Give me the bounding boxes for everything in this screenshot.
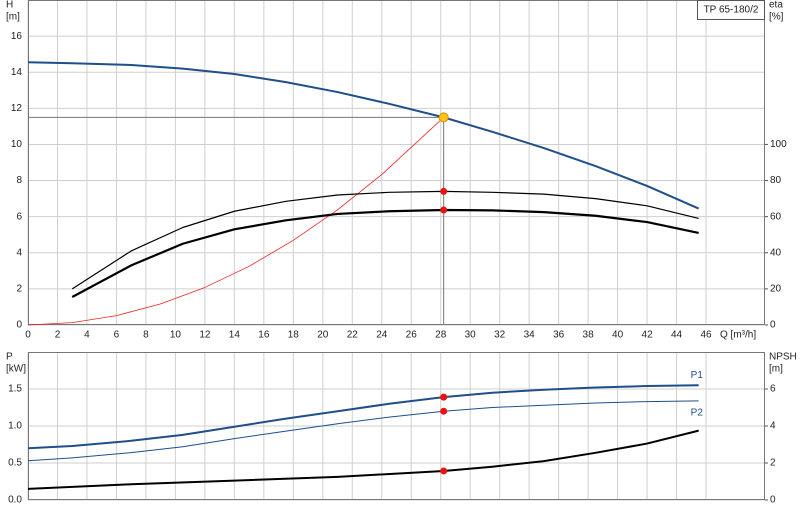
curve [71,190,699,290]
series-label: P2 [691,407,704,418]
x-tick-label: 24 [376,330,388,341]
x-tick-label: 10 [170,330,182,341]
operating-point [440,407,448,415]
operating-point [440,187,448,195]
x-tick-label: 32 [494,330,506,341]
x-tick-label: 12 [199,330,211,341]
curve [27,384,699,450]
y2-tick-label: 100 [770,139,787,150]
chart-title: TP 65-180/2 [704,5,759,16]
y-tick-label: 10 [11,139,23,150]
x-tick-label: 44 [671,330,683,341]
operating-point [438,112,449,123]
curve [27,400,699,462]
y2-tick-label: 60 [770,211,782,222]
operating-point [440,467,448,475]
x-tick-label: 28 [435,330,447,341]
y2-axis-label: [%] [769,12,784,23]
y2-tick-label: 6 [770,384,776,395]
x-tick-label: 0 [25,330,31,341]
y-tick-label: 1.0 [8,421,22,432]
title-box [697,0,765,20]
x-tick-label: 36 [553,330,565,341]
x-tick-label: 8 [143,330,149,341]
x-tick-label: 22 [347,330,359,341]
x-tick-label: 42 [642,330,654,341]
operating-point [440,393,448,401]
x-tick-label: 2 [55,330,61,341]
x-tick-label: 40 [612,330,624,341]
y-tick-label: 1.5 [8,384,22,395]
y2-axis-label: eta [769,0,783,11]
x-tick-label: 14 [229,330,241,341]
x-tick-label: 30 [465,330,477,341]
y-tick-label: 6 [16,211,22,222]
x-axis-label: Q [m³/h] [720,330,756,341]
y-axis-label: H [6,0,13,11]
x-tick-label: 20 [317,330,329,341]
curve [27,61,700,210]
y-tick-label: 0 [16,320,22,331]
curve [71,208,699,298]
x-tick-label: 6 [114,330,120,341]
x-tick-label: 38 [583,330,595,341]
y2-axis-label: [m] [769,364,783,375]
curve [27,429,699,490]
y2-tick-label: 2 [770,458,776,469]
y-tick-label: 8 [16,175,22,186]
y-tick-label: 14 [11,67,23,78]
y-axis-label: P [6,352,13,363]
x-tick-label: 34 [524,330,536,341]
x-tick-label: 18 [288,330,300,341]
curve [27,117,444,326]
y2-axis-label: NPSH [769,352,797,363]
plot-frame [28,0,765,325]
x-tick-label: 46 [700,330,712,341]
series-label: P1 [691,370,704,381]
y-tick-label: 0.5 [8,458,22,469]
y-axis-label: [m] [6,12,20,23]
y2-tick-label: 0 [770,320,776,331]
x-tick-label: 16 [258,330,270,341]
y-tick-label: 12 [11,103,23,114]
x-tick-label: 4 [84,330,90,341]
y2-tick-label: 40 [770,247,782,258]
operating-point [440,206,448,214]
y-tick-label: 16 [11,31,23,42]
y2-tick-label: 0 [770,495,776,506]
y-tick-label: 4 [16,247,22,258]
y2-tick-label: 20 [770,284,782,295]
y2-tick-label: 4 [770,421,776,432]
y2-tick-label: 80 [770,175,782,186]
y-tick-label: 0.0 [8,495,22,506]
x-tick-label: 26 [406,330,418,341]
y-tick-label: 2 [16,284,22,295]
y-axis-label: [kW] [6,364,26,375]
plot-frame [28,352,765,500]
